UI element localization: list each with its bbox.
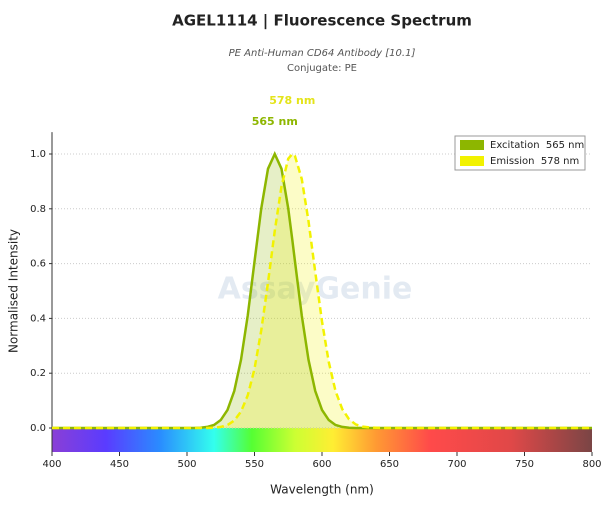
x-tick-label: 400 — [42, 459, 61, 470]
x-tick-label: 600 — [312, 459, 331, 470]
x-tick-label: 650 — [380, 459, 399, 470]
x-tick-label: 750 — [515, 459, 534, 470]
y-tick-label: 0.4 — [30, 313, 46, 324]
x-tick-label: 450 — [110, 459, 129, 470]
x-tick-label: 500 — [177, 459, 196, 470]
series-line — [52, 152, 592, 430]
x-tick-label: 550 — [245, 459, 264, 470]
y-tick-label: 0.0 — [30, 423, 46, 434]
y-tick-label: 1.0 — [30, 149, 46, 160]
legend-swatch — [460, 140, 484, 150]
subtitle: Conjugate: PE — [287, 63, 357, 74]
x-tick-label: 800 — [582, 459, 601, 470]
series-line — [52, 150, 592, 430]
x-tick-label: 700 — [447, 459, 466, 470]
legend-swatch — [460, 156, 484, 166]
y-tick-label: 0.6 — [30, 259, 46, 270]
legend-label: Emission 578 nm — [490, 156, 579, 167]
chart-title: AGEL1114 | Fluorescence Spectrum — [172, 12, 472, 31]
subtitle: PE Anti-Human CD64 Antibody [10.1] — [229, 48, 416, 59]
y-tick-label: 0.8 — [30, 204, 46, 215]
legend-label: Excitation 565 nm — [490, 140, 584, 151]
y-tick-label: 0.2 — [30, 368, 46, 379]
x-axis-label: Wavelength (nm) — [270, 483, 374, 497]
spectrum-bar — [52, 428, 592, 452]
y-axis-label: Normalised Intensity — [7, 229, 21, 353]
area-fill — [52, 154, 592, 428]
annotation: 565 nm — [252, 115, 298, 128]
annotation: 578 nm — [269, 94, 315, 107]
